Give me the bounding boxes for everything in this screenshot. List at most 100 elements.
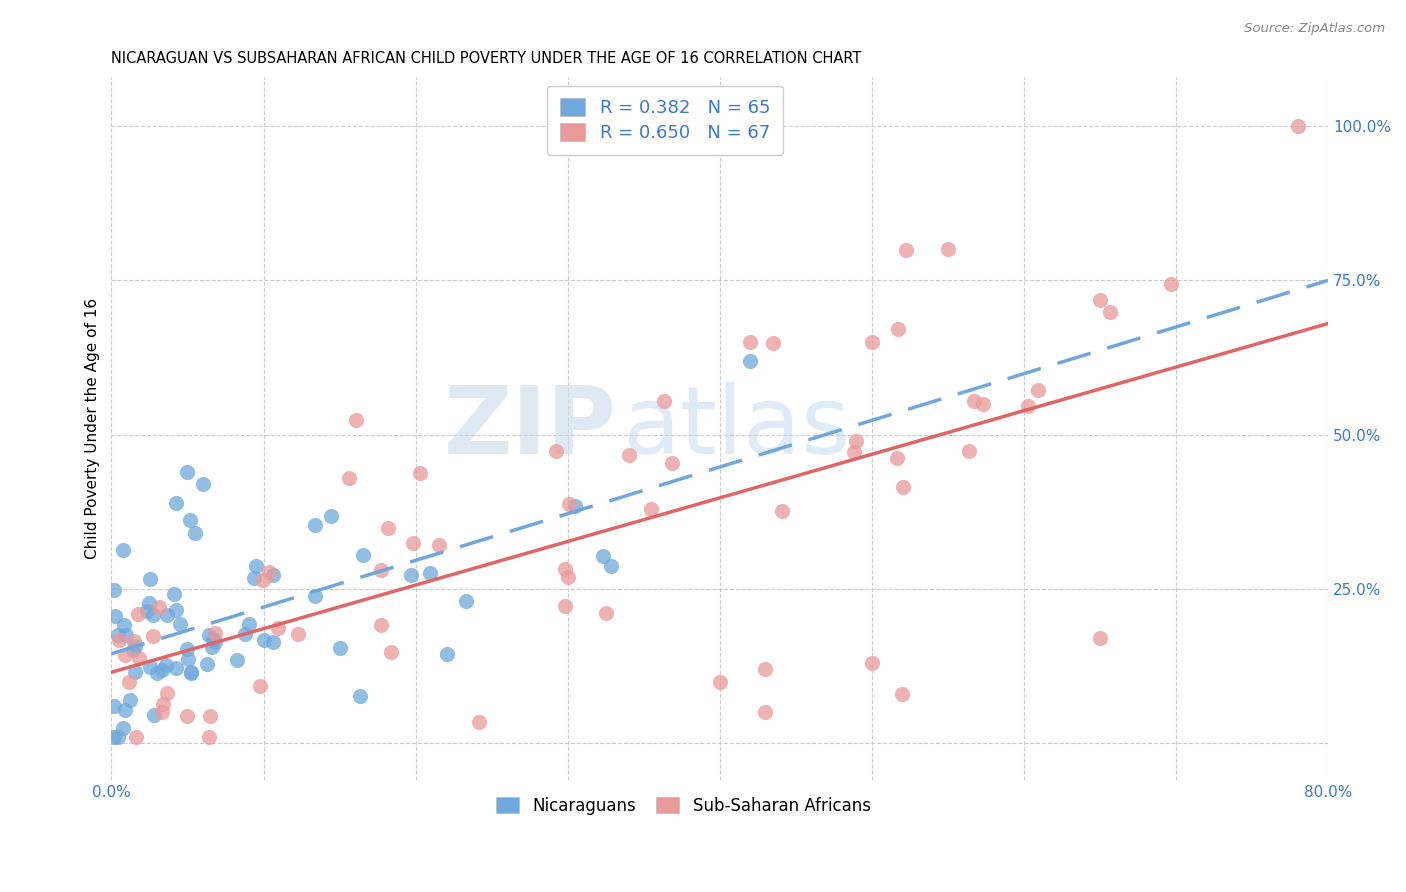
Point — [592, 549, 614, 564]
Point — [128, 650, 150, 665]
Point — [380, 645, 402, 659]
Point — [1286, 119, 1309, 133]
Point — [112, 721, 135, 735]
Point — [936, 243, 959, 257]
Text: NICARAGUAN VS SUBSAHARAN AFRICAN CHILD POVERTY UNDER THE AGE OF 16 CORRELATION C: NICARAGUAN VS SUBSAHARAN AFRICAN CHILD P… — [111, 51, 862, 66]
Point — [150, 705, 173, 719]
Point — [377, 521, 399, 535]
Point — [894, 243, 917, 257]
Text: ZIP: ZIP — [443, 383, 616, 475]
Point — [344, 413, 367, 427]
Point — [454, 594, 477, 608]
Point — [399, 567, 422, 582]
Point — [114, 648, 136, 662]
Point — [201, 640, 224, 655]
Point — [287, 627, 309, 641]
Point — [595, 606, 617, 620]
Point — [179, 513, 201, 527]
Point — [139, 660, 162, 674]
Point — [554, 562, 576, 576]
Point — [156, 686, 179, 700]
Point — [163, 587, 186, 601]
Point — [886, 451, 908, 466]
Point — [245, 559, 267, 574]
Point — [148, 600, 170, 615]
Point — [253, 633, 276, 648]
Point — [103, 699, 125, 714]
Point — [370, 563, 392, 577]
Point — [139, 572, 162, 586]
Point — [321, 508, 343, 523]
Point — [842, 445, 865, 459]
Point — [860, 334, 883, 349]
Point — [204, 635, 226, 649]
Point — [762, 336, 785, 351]
Point — [419, 566, 441, 580]
Point — [114, 703, 136, 717]
Point — [135, 604, 157, 618]
Text: atlas: atlas — [623, 383, 851, 475]
Point — [640, 502, 662, 516]
Point — [204, 626, 226, 640]
Point — [200, 709, 222, 723]
Point — [225, 653, 247, 667]
Point — [754, 662, 776, 676]
Point — [152, 697, 174, 711]
Point — [180, 665, 202, 679]
Point — [963, 394, 986, 409]
Point — [845, 434, 868, 448]
Point — [124, 665, 146, 679]
Point — [142, 707, 165, 722]
Point — [349, 689, 371, 703]
Point — [198, 628, 221, 642]
Y-axis label: Child Poverty Under the Age of 16: Child Poverty Under the Age of 16 — [86, 298, 100, 559]
Point — [103, 583, 125, 598]
Point — [557, 569, 579, 583]
Point — [304, 590, 326, 604]
Point — [267, 621, 290, 635]
Point — [142, 629, 165, 643]
Point — [169, 617, 191, 632]
Point — [262, 634, 284, 648]
Point — [118, 692, 141, 706]
Point — [191, 477, 214, 491]
Point — [891, 480, 914, 494]
Point — [957, 443, 980, 458]
Point — [740, 353, 762, 368]
Point — [122, 643, 145, 657]
Point — [328, 640, 350, 655]
Point — [1017, 399, 1039, 413]
Point — [115, 627, 138, 641]
Point — [709, 674, 731, 689]
Legend: Nicaraguans, Sub-Saharan Africans: Nicaraguans, Sub-Saharan Africans — [485, 787, 880, 825]
Point — [142, 607, 165, 622]
Point — [243, 571, 266, 585]
Point — [107, 628, 129, 642]
Text: Source: ZipAtlas.com: Source: ZipAtlas.com — [1244, 22, 1385, 36]
Point — [233, 627, 256, 641]
Point — [177, 652, 200, 666]
Point — [617, 448, 640, 462]
Point — [180, 666, 202, 681]
Point — [112, 617, 135, 632]
Point — [352, 548, 374, 562]
Point — [198, 730, 221, 744]
Point — [108, 632, 131, 647]
Point — [195, 657, 218, 672]
Point — [176, 709, 198, 723]
Point — [860, 656, 883, 670]
Point — [1098, 304, 1121, 318]
Point — [165, 661, 187, 675]
Point — [770, 504, 793, 518]
Point — [402, 536, 425, 550]
Point — [337, 471, 360, 485]
Point — [138, 596, 160, 610]
Point — [107, 730, 129, 744]
Point — [558, 497, 581, 511]
Point — [304, 518, 326, 533]
Point — [891, 687, 914, 701]
Point — [152, 663, 174, 677]
Point — [103, 730, 125, 744]
Point — [155, 657, 177, 672]
Point — [600, 559, 623, 574]
